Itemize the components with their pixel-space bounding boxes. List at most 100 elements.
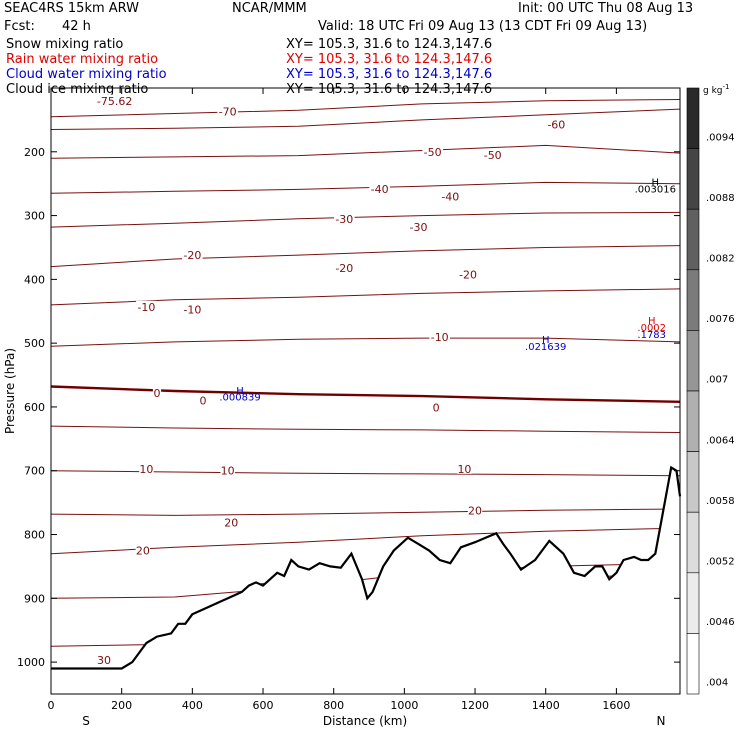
x-tick-label-1: 200 [111, 699, 132, 712]
fcst-label: Fcst: [4, 19, 35, 34]
max-annotation-3: .021639 [525, 342, 566, 353]
y-axis-label: Pressure (hPa) [3, 348, 17, 434]
contour-label-5: -40 [371, 183, 389, 196]
colorbar: .0094 .0088 .0082 .0076 .007 .0064 .0058 .0052.… [686, 87, 735, 695]
colorbar-swatch-2 [686, 208, 700, 271]
contour-label-19: 10 [221, 465, 235, 478]
contour-line-11 [50, 508, 681, 516]
end-label-north: N [657, 714, 666, 728]
contour-label-bg-18 [139, 462, 154, 474]
x-tick-label-8: 1600 [602, 699, 630, 712]
y-tick-label-1: 300 [24, 210, 45, 223]
max-annotation-0: H [236, 386, 244, 397]
contour-label-13: -10 [183, 303, 201, 316]
contour-label-bg-5 [369, 182, 390, 194]
contour-label-21: 20 [224, 516, 238, 529]
y-tick-label-2: 400 [24, 273, 45, 286]
contour-line-1 [50, 108, 681, 130]
contour-label-2: -60 [547, 118, 565, 131]
field-name-rain: Rain water mixing ratio [6, 52, 159, 67]
model-title: SEAC4RS 15km ARW [4, 1, 140, 16]
contour-label-bg-25 [96, 654, 112, 666]
colorbar-swatch-7 [686, 511, 700, 574]
contour-label-bg-0 [95, 94, 135, 106]
contour-label-bg-2 [546, 118, 567, 130]
contour-label-bg-12 [136, 300, 157, 312]
contour-line-12 [50, 527, 681, 555]
valid-time: Valid: 18 UTC Fri 09 Aug 13 (13 CDT Fri … [318, 19, 648, 34]
colorbar-label-4: .007 [706, 375, 728, 386]
contour-label-bg-15 [152, 386, 162, 398]
colorbar-unit-exp: -1 [723, 83, 730, 91]
contour-label-4: -50 [484, 149, 502, 162]
init-time: Init: 00 UTC Thu 08 Aug 13 [518, 1, 694, 16]
x-tick-label-3: 600 [253, 699, 274, 712]
contour-line-9 [50, 425, 681, 433]
contour-line-4 [50, 211, 681, 228]
contour-label-bg-23 [467, 504, 483, 516]
colorbar-label-5: .0064 [706, 435, 735, 446]
contour-label-23: 20 [468, 504, 482, 517]
field-xy-snow: XY= 105.3, 31.6 to 124.3,147.6 [286, 37, 493, 52]
contour-line-0 [50, 99, 681, 118]
colorbar-swatch-5 [686, 390, 700, 452]
contour-label-bg-10 [333, 261, 355, 273]
colorbar-swatch-9 [686, 633, 700, 695]
end-label-south: S [82, 714, 90, 728]
terrain-fill [51, 467, 680, 694]
x-axis-label: Distance (km) [323, 714, 407, 728]
contour-label-bg-9 [182, 249, 203, 261]
contour-label-bg-22 [135, 544, 151, 556]
contour-line-6 [50, 288, 681, 306]
max-annotation-2: H [542, 335, 550, 346]
y-tick-label-8: 1000 [17, 656, 45, 669]
colorbar-unit: g kg-1 [703, 83, 729, 96]
contour-line-3 [50, 181, 681, 194]
plot-frame [50, 87, 681, 695]
colorbar-swatch-4 [686, 330, 700, 392]
contour-line-7 [50, 337, 681, 347]
y-tick-label-4: 600 [24, 401, 45, 414]
contour-label-0: -75.62 [97, 95, 132, 108]
contour-label-bg-3 [422, 145, 443, 157]
contour-label-10: -20 [335, 262, 353, 275]
x-tick-label-2: 400 [182, 699, 203, 712]
contour-label-bg-17 [432, 401, 441, 413]
contour-label-bg-11 [457, 268, 479, 280]
colorbar-label-1: .0088 [706, 193, 735, 204]
axis-layer: 0 200 400 600 800 1000 1200 1400 160020030040050… [17, 88, 680, 712]
colorbar-swatch-1 [686, 148, 700, 210]
colorbar-label-6: .0058 [706, 496, 735, 507]
x-tick-label-0: 0 [48, 699, 55, 712]
contour-label-bg-20 [457, 462, 472, 474]
contour-label-bg-7 [333, 212, 355, 224]
contour-label-7: -30 [335, 213, 353, 226]
y-tick-label-6: 800 [24, 529, 45, 542]
field-name-cloudice: Cloud ice mixing ratio [6, 82, 149, 97]
colorbar-swatch-0 [686, 87, 700, 149]
terrain-layer [51, 465, 682, 694]
contour-label-3: -50 [424, 146, 442, 159]
contour-label-bg-14 [429, 330, 451, 342]
contour-label-11: -20 [459, 268, 477, 281]
contour-line-2 [50, 144, 681, 159]
y-tick-label-5: 700 [24, 465, 45, 478]
center-label: NCAR/MMM [232, 1, 307, 16]
contour-label-25: 30 [97, 654, 111, 667]
x-tick-label-6: 1200 [461, 699, 489, 712]
contour-label-1: -70 [219, 106, 237, 119]
colorbar-label-9: .004 [706, 678, 728, 689]
max-annotation-6: H [648, 316, 656, 327]
contour-line-8 [50, 385, 681, 403]
field-xy-rain: XY= 105.3, 31.6 to 124.3,147.6 [286, 52, 493, 67]
contour-label-15: 0 [154, 387, 161, 400]
colorbar-swatch-6 [686, 451, 700, 513]
field-name-cloudwater: Cloud water mixing ratio [6, 67, 167, 82]
contour-label-6: -40 [441, 190, 459, 203]
contour-label-bg-6 [440, 190, 461, 202]
max-annotation-1: .000839 [219, 393, 260, 404]
field-name-snow: Snow mixing ratio [6, 37, 124, 52]
contour-label-bg-19 [220, 464, 235, 476]
colorbar-label-2: .0082 [706, 254, 735, 265]
